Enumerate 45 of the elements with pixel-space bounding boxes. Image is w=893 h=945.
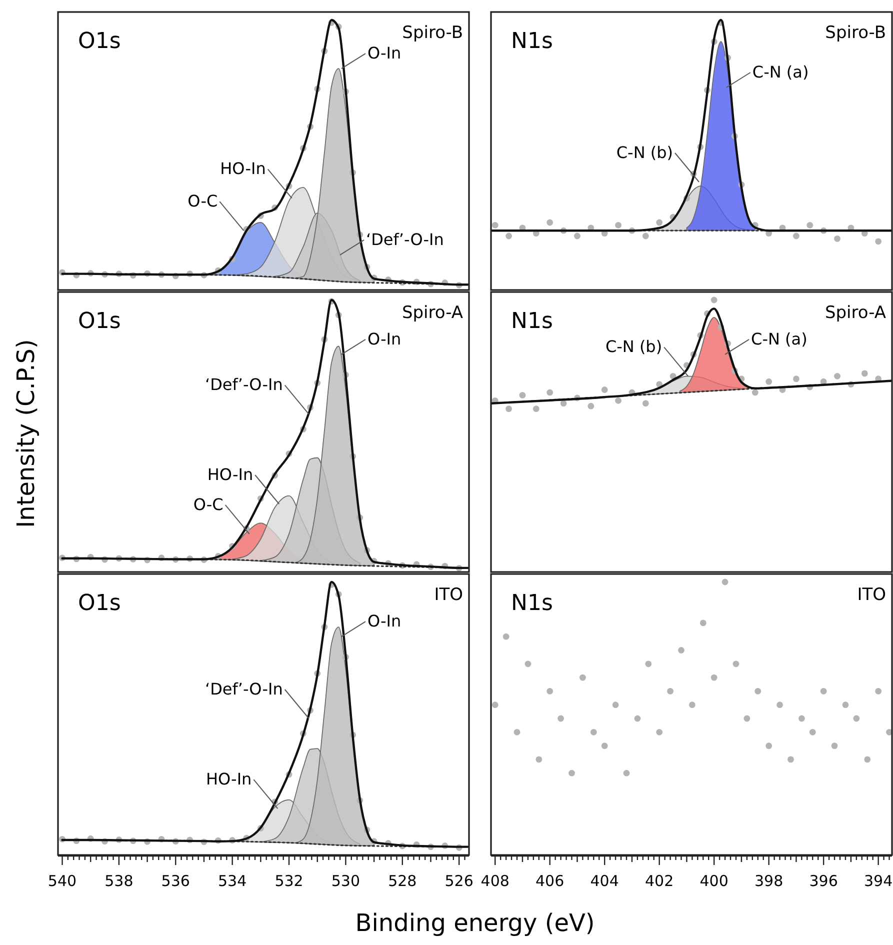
annotation: C-N (b) xyxy=(616,143,674,162)
chart-title: N1s xyxy=(511,29,553,54)
x-tick-label: 530 xyxy=(331,872,360,890)
x-tick-label: 540 xyxy=(48,872,77,890)
annotation: O-In xyxy=(367,44,402,63)
annotation: C-N (b) xyxy=(605,337,662,356)
annotation: O-In xyxy=(367,612,402,631)
x-tick-label: 528 xyxy=(388,872,417,890)
chart-subtitle: ITO xyxy=(857,585,886,605)
annotation: HO-In xyxy=(206,770,252,789)
chart-subtitle: Spiro-A xyxy=(824,303,886,323)
chart-title: N1s xyxy=(511,591,553,616)
chart-subtitle: Spiro-B xyxy=(825,23,886,43)
annotation: HO-In xyxy=(207,465,254,484)
x-tick-label: 532 xyxy=(274,872,304,890)
x-tick-label: 526 xyxy=(444,872,474,890)
y-axis-title: Intensity (C.P.S) xyxy=(12,339,40,528)
chart-title: O1s xyxy=(78,591,121,616)
x-axis-title: Binding energy (eV) xyxy=(355,909,595,937)
annotation: C-N (a) xyxy=(751,329,808,348)
annotation: HO-In xyxy=(220,159,266,178)
chart-subtitle: ITO xyxy=(434,585,463,605)
x-tick-label: 396 xyxy=(809,872,838,890)
x-tick-label: 406 xyxy=(536,872,564,890)
annotation: O-C xyxy=(188,192,218,211)
x-tick-label: 408 xyxy=(480,872,510,890)
x-tick-label: 536 xyxy=(161,872,190,890)
x-tick-label: 402 xyxy=(645,872,674,890)
annotation: O-C xyxy=(193,494,224,514)
annotation: C-N (a) xyxy=(752,62,809,82)
x-tick-label: 538 xyxy=(104,872,134,890)
x-tick-label: 394 xyxy=(864,872,893,890)
chart-title: N1s xyxy=(511,309,553,334)
annotation: O-In xyxy=(367,329,402,348)
chart-title: O1s xyxy=(78,309,121,334)
x-tick-label: 400 xyxy=(700,872,728,890)
x-tick-label: 534 xyxy=(218,872,247,890)
chart-subtitle: Spiro-A xyxy=(402,303,464,323)
x-tick-label: 404 xyxy=(590,872,619,890)
annotation: ‘Def’-O-In xyxy=(204,375,283,394)
x-tick-label: 398 xyxy=(754,872,784,890)
chart-subtitle: Spiro-B xyxy=(402,23,463,43)
chart-title: O1s xyxy=(78,29,121,54)
annotation: ‘Def’-O-In xyxy=(366,230,444,249)
annotation: ‘Def’-O-In xyxy=(204,680,283,698)
